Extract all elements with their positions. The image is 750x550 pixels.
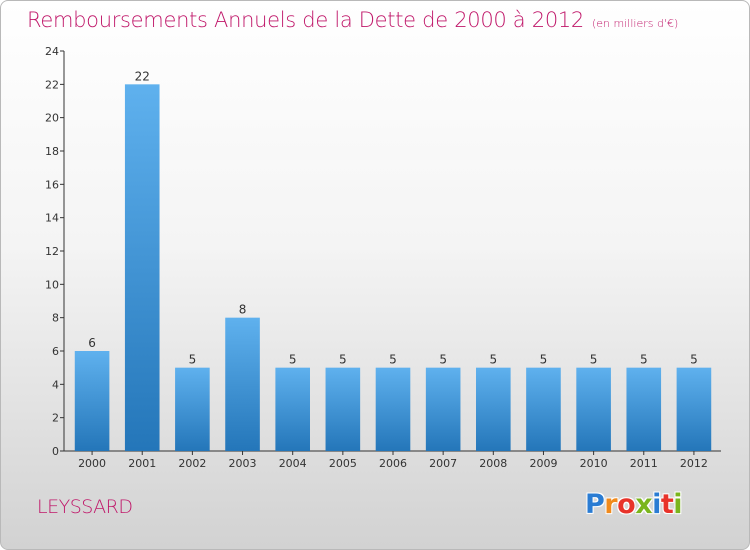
bar-2006[interactable] (375, 367, 411, 451)
chart-title: Remboursements Annuels de la Dette de 20… (27, 8, 678, 32)
bar-2001[interactable] (124, 84, 160, 451)
data-label: 5 (590, 353, 598, 367)
data-label: 5 (389, 353, 397, 367)
x-tick-label: 2002 (178, 457, 206, 470)
x-tick-label: 2004 (279, 457, 307, 470)
chart-title-text: Remboursements Annuels de la Dette de 20… (27, 8, 584, 32)
x-tick-label: 2000 (78, 457, 106, 470)
bar-2009[interactable] (526, 367, 561, 451)
y-tick-label: 12 (45, 245, 59, 258)
bar-2003[interactable] (225, 317, 260, 451)
bar-2004[interactable] (275, 367, 310, 451)
x-tick-label: 2007 (429, 457, 457, 470)
data-label: 6 (88, 336, 96, 350)
bar-2010[interactable] (576, 367, 611, 451)
x-tick-label: 2005 (329, 457, 357, 470)
logo-letter: t (660, 489, 674, 520)
logo-letter: P (585, 489, 605, 520)
x-tick-label: 2001 (128, 457, 156, 470)
x-tick-label: 2010 (580, 457, 608, 470)
y-tick-label: 8 (52, 312, 59, 325)
data-label: 5 (540, 353, 548, 367)
y-tick-label: 22 (45, 78, 59, 91)
y-tick-label: 4 (52, 378, 59, 391)
logo-letter: i (673, 489, 683, 520)
bar-2002[interactable] (175, 367, 210, 451)
town-name: LEYSSARD (37, 496, 133, 518)
data-label: 5 (489, 353, 497, 367)
x-tick-label: 2003 (229, 457, 257, 470)
data-label: 5 (690, 353, 698, 367)
data-label: 8 (239, 303, 247, 317)
bar-2008[interactable] (476, 367, 511, 451)
data-label: 22 (135, 69, 150, 83)
logo-letter: r (604, 489, 618, 520)
y-tick-label: 6 (52, 345, 59, 358)
chart-subtitle: (en milliers d'€) (592, 17, 679, 30)
x-tick-label: 2012 (680, 457, 708, 470)
y-tick-label: 24 (45, 45, 59, 58)
bar-2012[interactable] (676, 367, 712, 451)
data-label: 5 (439, 353, 447, 367)
logo-letter: x (635, 489, 653, 520)
x-tick-label: 2011 (630, 457, 658, 470)
y-tick-label: 2 (52, 412, 59, 425)
y-tick-label: 20 (45, 112, 59, 125)
data-label: 5 (189, 353, 197, 367)
x-tick-label: 2009 (529, 457, 557, 470)
x-tick-label: 2006 (379, 457, 407, 470)
data-label: 5 (289, 353, 297, 367)
logo-letter: o (617, 489, 636, 520)
proxiti-logo[interactable]: Proxiti (585, 489, 683, 520)
chart-bars: 6 22 5 8 5 5 5 5 5 5 5 5 5 (74, 69, 712, 451)
bar-2007[interactable] (425, 367, 461, 451)
data-label: 5 (339, 353, 347, 367)
y-tick-label: 16 (45, 178, 59, 191)
y-tick-label: 0 (52, 445, 59, 458)
logo-letter: i (652, 489, 661, 520)
data-label: 5 (640, 353, 648, 367)
y-tick-label: 18 (45, 145, 59, 158)
y-tick-label: 14 (45, 212, 59, 225)
bar-2005[interactable] (325, 367, 361, 451)
x-tick-label: 2008 (479, 457, 507, 470)
bar-2000[interactable] (74, 351, 110, 451)
y-tick-label: 10 (45, 278, 59, 291)
bar-2011[interactable] (626, 367, 662, 451)
